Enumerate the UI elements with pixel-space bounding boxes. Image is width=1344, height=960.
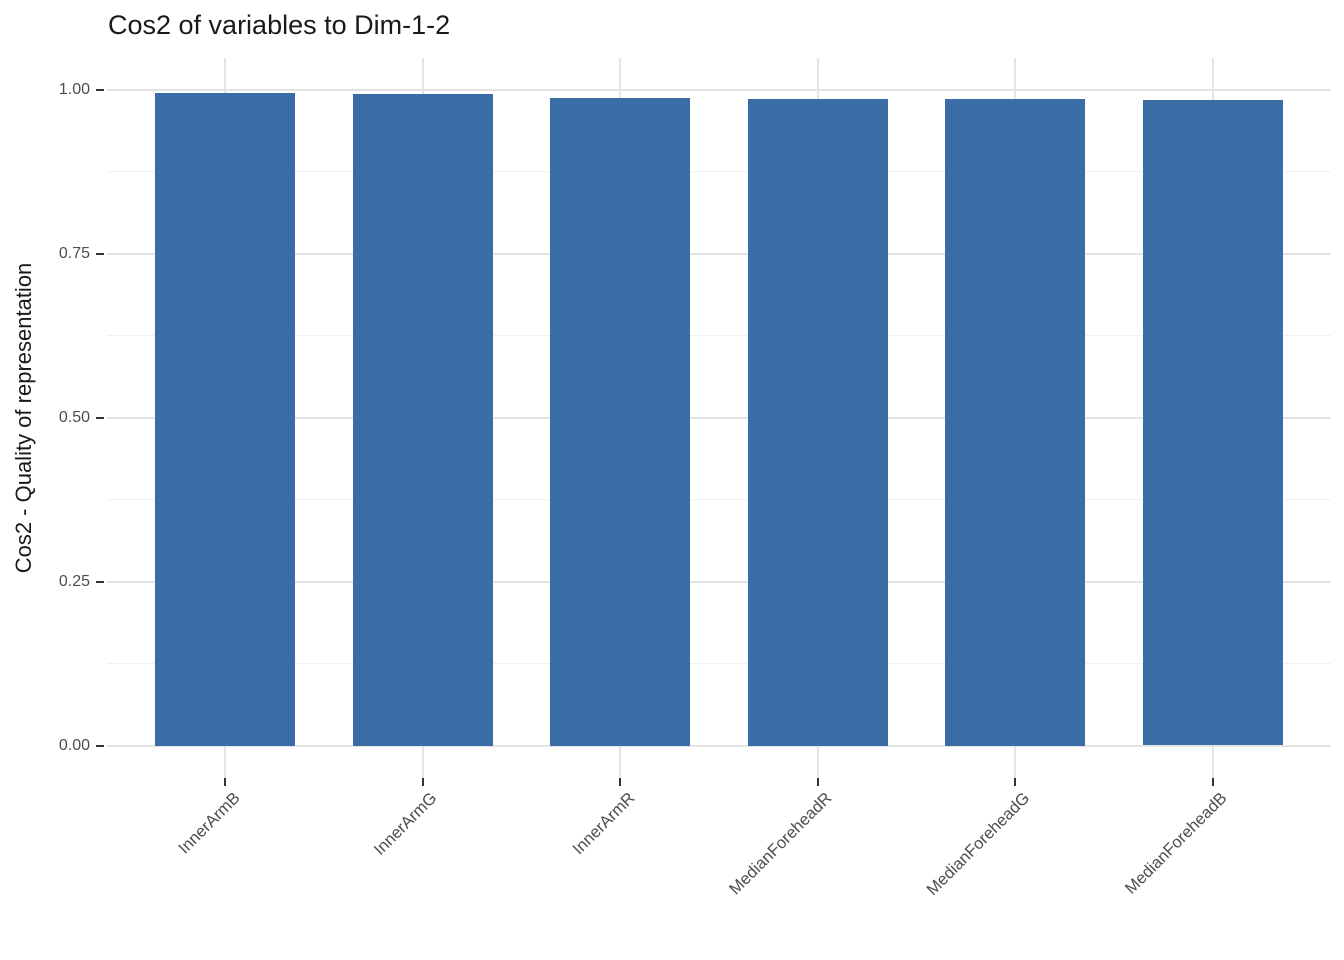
x-tick-mark xyxy=(619,778,622,786)
y-tick-label: 0.00 xyxy=(58,736,90,754)
bar-InnerArmG xyxy=(353,94,493,746)
y-tick-mark xyxy=(96,252,104,255)
gridline-major xyxy=(107,252,1331,255)
y-tick-mark xyxy=(96,744,104,747)
gridline-minor xyxy=(107,499,1331,501)
y-tick-label: 1.00 xyxy=(58,81,90,98)
x-tick-mark xyxy=(421,778,424,786)
bar-InnerArmR xyxy=(550,98,690,746)
bar-InnerArmB xyxy=(155,93,295,746)
x-tick-label-MedianForeheadG: MedianForeheadG xyxy=(922,789,1033,900)
x-tick-mark xyxy=(224,778,227,786)
gridline-major xyxy=(107,89,1331,91)
x-tick-label-InnerArmB: InnerArmB xyxy=(174,789,244,858)
x-tick-mark xyxy=(1211,778,1214,786)
y-tick-mark xyxy=(96,416,104,419)
y-tick-label: 0.25 xyxy=(58,572,90,590)
bar-MedianForeheadB xyxy=(1143,100,1283,745)
x-tick-label-InnerArmR: InnerArmR xyxy=(568,789,639,859)
x-tick-mark xyxy=(1014,778,1017,786)
chart-title: Cos2 of variables to Dim-1-2 xyxy=(108,10,451,40)
gridline-minor xyxy=(107,335,1331,337)
x-tick-mark xyxy=(816,778,819,786)
x-tick-label-InnerArmG: InnerArmG xyxy=(370,789,441,859)
gridline-minor xyxy=(107,171,1331,173)
gridline-major xyxy=(107,416,1331,419)
gridline-major xyxy=(107,744,1331,747)
bar-MedianForeheadR xyxy=(748,99,888,746)
x-tick-label-MedianForeheadB: MedianForeheadB xyxy=(1121,789,1231,898)
plot-panel xyxy=(107,58,1331,778)
gridline-minor xyxy=(107,663,1331,665)
y-tick-label: 0.75 xyxy=(58,244,90,262)
gridline-major xyxy=(107,580,1331,583)
y-tick-mark xyxy=(96,89,104,91)
y-tick-label: 0.50 xyxy=(58,408,90,426)
y-tick-mark xyxy=(96,580,104,583)
bar-MedianForeheadG xyxy=(945,99,1085,746)
x-tick-label-MedianForeheadR: MedianForeheadR xyxy=(726,789,836,899)
